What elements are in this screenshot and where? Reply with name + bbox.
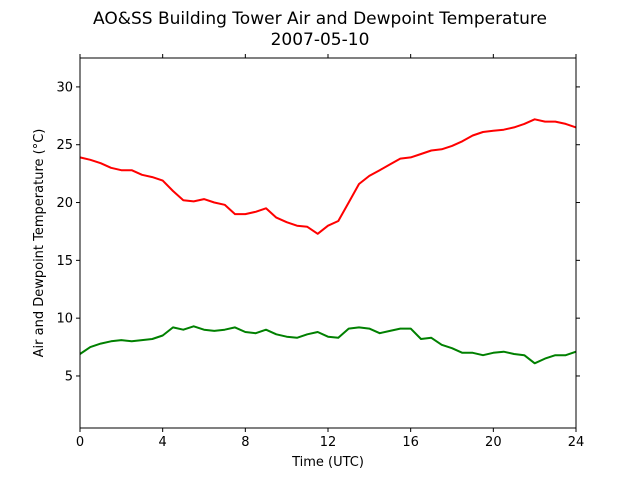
series-group (79, 118, 577, 365)
chart-subtitle: 2007-05-10 (271, 30, 370, 50)
x-tick-label: 24 (568, 435, 585, 450)
ticks-group: 0 4 8 12 16 20 24 5 10 15 20 25 30 (56, 54, 584, 450)
series-line-1 (79, 118, 577, 235)
x-tick-label: 20 (485, 435, 502, 450)
x-tick-label: 0 (76, 435, 84, 450)
x-axis-label: Time (UTC) (291, 455, 364, 470)
y-tick-label: 20 (56, 196, 73, 211)
x-tick-label: 16 (402, 435, 419, 450)
y-tick-label: 25 (56, 138, 73, 153)
x-tick-label: 12 (320, 435, 337, 450)
y-tick-label: 5 (65, 369, 73, 384)
series-line-2 (79, 325, 577, 365)
y-axis-label: Air and Dewpoint Temperature (°C) (32, 129, 47, 358)
x-tick-label: 4 (159, 435, 167, 450)
y-tick-label: 30 (56, 80, 73, 95)
x-tick-label: 8 (241, 435, 249, 450)
y-tick-label: 10 (56, 312, 73, 327)
y-tick-label: 15 (56, 254, 73, 269)
chart-title: AO&SS Building Tower Air and Dewpoint Te… (93, 9, 547, 29)
plot-frame (79, 57, 577, 429)
